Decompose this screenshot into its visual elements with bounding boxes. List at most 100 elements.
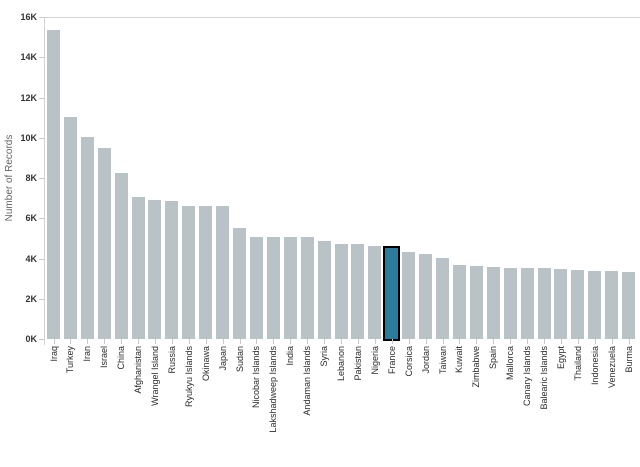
- x-category-label: India: [285, 346, 296, 366]
- bar-okinawa[interactable]: [199, 206, 213, 339]
- y-axis-tick-label: 8K: [25, 173, 37, 183]
- x-axis-tick-mark: [527, 339, 529, 344]
- x-category-label: Lebanon: [336, 346, 346, 382]
- y-axis-tick-mark: [39, 57, 45, 59]
- x-category-label: Indonesia: [589, 346, 600, 386]
- bar-lebanon[interactable]: [334, 244, 348, 339]
- bar-andaman-islands[interactable]: [300, 237, 314, 339]
- x-category-label: Okinawa: [200, 346, 211, 382]
- bar-india[interactable]: [283, 237, 297, 339]
- x-category-label: Mallorca: [505, 346, 516, 381]
- x-category-label: Jordan: [420, 346, 431, 374]
- bar-ryukyu-islands[interactable]: [182, 206, 196, 339]
- x-category-label: Wrangel Island: [149, 346, 160, 406]
- bar-kuwait[interactable]: [452, 264, 466, 339]
- bar-spain[interactable]: [486, 266, 500, 340]
- bar-balearic-islands[interactable]: [537, 267, 551, 339]
- x-axis-tick-mark: [577, 339, 579, 344]
- bar-jordan[interactable]: [419, 253, 433, 339]
- bar-sudan[interactable]: [233, 228, 246, 339]
- y-axis-tick-label: 4K: [25, 253, 37, 264]
- x-category-label: Canary Islands: [522, 346, 533, 407]
- x-category-label: Afghanistan: [133, 346, 143, 394]
- x-axis-tick-mark: [408, 339, 410, 344]
- y-axis-tick-label: 10K: [20, 132, 37, 143]
- y-axis-tick-label: 6K: [25, 213, 37, 224]
- bar-nicobar-islands[interactable]: [249, 237, 263, 339]
- bar-russia[interactable]: [165, 201, 179, 339]
- x-category-label: Pakistan: [352, 346, 363, 381]
- x-axis-tick-mark: [307, 339, 309, 344]
- x-axis-tick-mark: [222, 339, 224, 344]
- bar-iraq[interactable]: [47, 30, 60, 339]
- bar-mallorca[interactable]: [503, 267, 517, 339]
- x-axis-tick-mark: [239, 339, 241, 344]
- bar-taiwan[interactable]: [436, 257, 449, 339]
- x-category-label: Russia: [166, 346, 177, 374]
- x-category-label: Sudan: [234, 346, 245, 373]
- x-axis-tick-mark: [611, 339, 613, 344]
- x-category-label: Taiwan: [437, 346, 448, 375]
- bar-china[interactable]: [114, 173, 128, 339]
- bar-indonesia[interactable]: [588, 270, 602, 339]
- bar-japan[interactable]: [216, 206, 230, 339]
- x-axis-tick-mark: [594, 339, 596, 344]
- bar-pakistan[interactable]: [351, 244, 365, 339]
- x-axis-tick-mark: [290, 339, 292, 344]
- x-axis-tick-mark: [188, 339, 190, 344]
- x-category-label: Corsica: [403, 346, 414, 377]
- x-axis-tick-mark: [544, 339, 545, 344]
- x-axis-tick-mark: [442, 339, 444, 344]
- bar-nigeria[interactable]: [368, 246, 382, 339]
- y-axis-tick-mark: [39, 298, 45, 300]
- x-category-label: Ryukyu Islands: [183, 346, 194, 408]
- bar-egypt[interactable]: [554, 268, 568, 339]
- y-axis-tick-mark: [39, 17, 45, 18]
- bar-turkey[interactable]: [63, 116, 77, 339]
- bar-venezuela[interactable]: [605, 270, 619, 339]
- x-axis-tick-mark: [70, 339, 72, 344]
- x-axis-tick-mark: [138, 339, 139, 344]
- plot-top-border: [44, 17, 640, 18]
- bar-burma[interactable]: [622, 271, 635, 339]
- x-axis-tick-mark: [425, 339, 427, 344]
- x-category-label: Israel: [99, 346, 110, 369]
- x-category-label: Syria: [319, 346, 330, 367]
- y-axis-tick-label: 14K: [20, 52, 37, 63]
- y-axis-tick-label: 2K: [25, 293, 37, 304]
- x-category-label: Venezuela: [606, 346, 617, 389]
- x-axis-tick-mark: [154, 339, 156, 344]
- x-category-label: Egypt: [555, 346, 566, 370]
- x-axis-tick-mark: [53, 339, 55, 344]
- x-axis-tick-mark: [628, 339, 630, 344]
- x-category-label: Kuwait: [454, 346, 465, 374]
- bar-afghanistan[interactable]: [131, 197, 145, 339]
- y-axis-tick-mark: [39, 137, 45, 139]
- y-axis-tick-mark: [39, 218, 45, 220]
- x-axis-tick-mark: [256, 339, 258, 344]
- bar-israel[interactable]: [97, 147, 111, 339]
- x-category-label: Japan: [217, 346, 228, 371]
- y-axis-tick-label: 12K: [20, 92, 37, 103]
- bar-iran[interactable]: [80, 136, 94, 339]
- bar-syria[interactable]: [317, 241, 331, 339]
- x-axis-tick-mark: [476, 339, 478, 344]
- x-axis-tick-mark: [104, 339, 106, 344]
- x-axis-tick-mark: [121, 339, 123, 344]
- bar-lakshadweep-islands[interactable]: [266, 237, 280, 339]
- x-category-label: Balearic Islands: [539, 346, 549, 410]
- x-axis-tick-mark: [391, 339, 393, 344]
- bar-thailand[interactable]: [571, 269, 585, 339]
- x-axis-tick-mark: [171, 339, 173, 344]
- x-axis-tick-mark: [87, 339, 89, 344]
- bar-zimbabwe[interactable]: [469, 265, 483, 339]
- bar-highlighted-france[interactable]: [383, 246, 401, 341]
- x-category-label: France: [386, 346, 397, 375]
- y-axis-tick-mark: [39, 97, 45, 99]
- x-category-label: Andaman Islands: [302, 346, 313, 416]
- bar-canary-islands[interactable]: [520, 267, 534, 339]
- x-category-label: Zimbabwe: [471, 346, 482, 388]
- bar-corsica[interactable]: [402, 251, 416, 339]
- bar-wrangel-island[interactable]: [148, 200, 162, 339]
- x-category-label: Burma: [623, 346, 634, 373]
